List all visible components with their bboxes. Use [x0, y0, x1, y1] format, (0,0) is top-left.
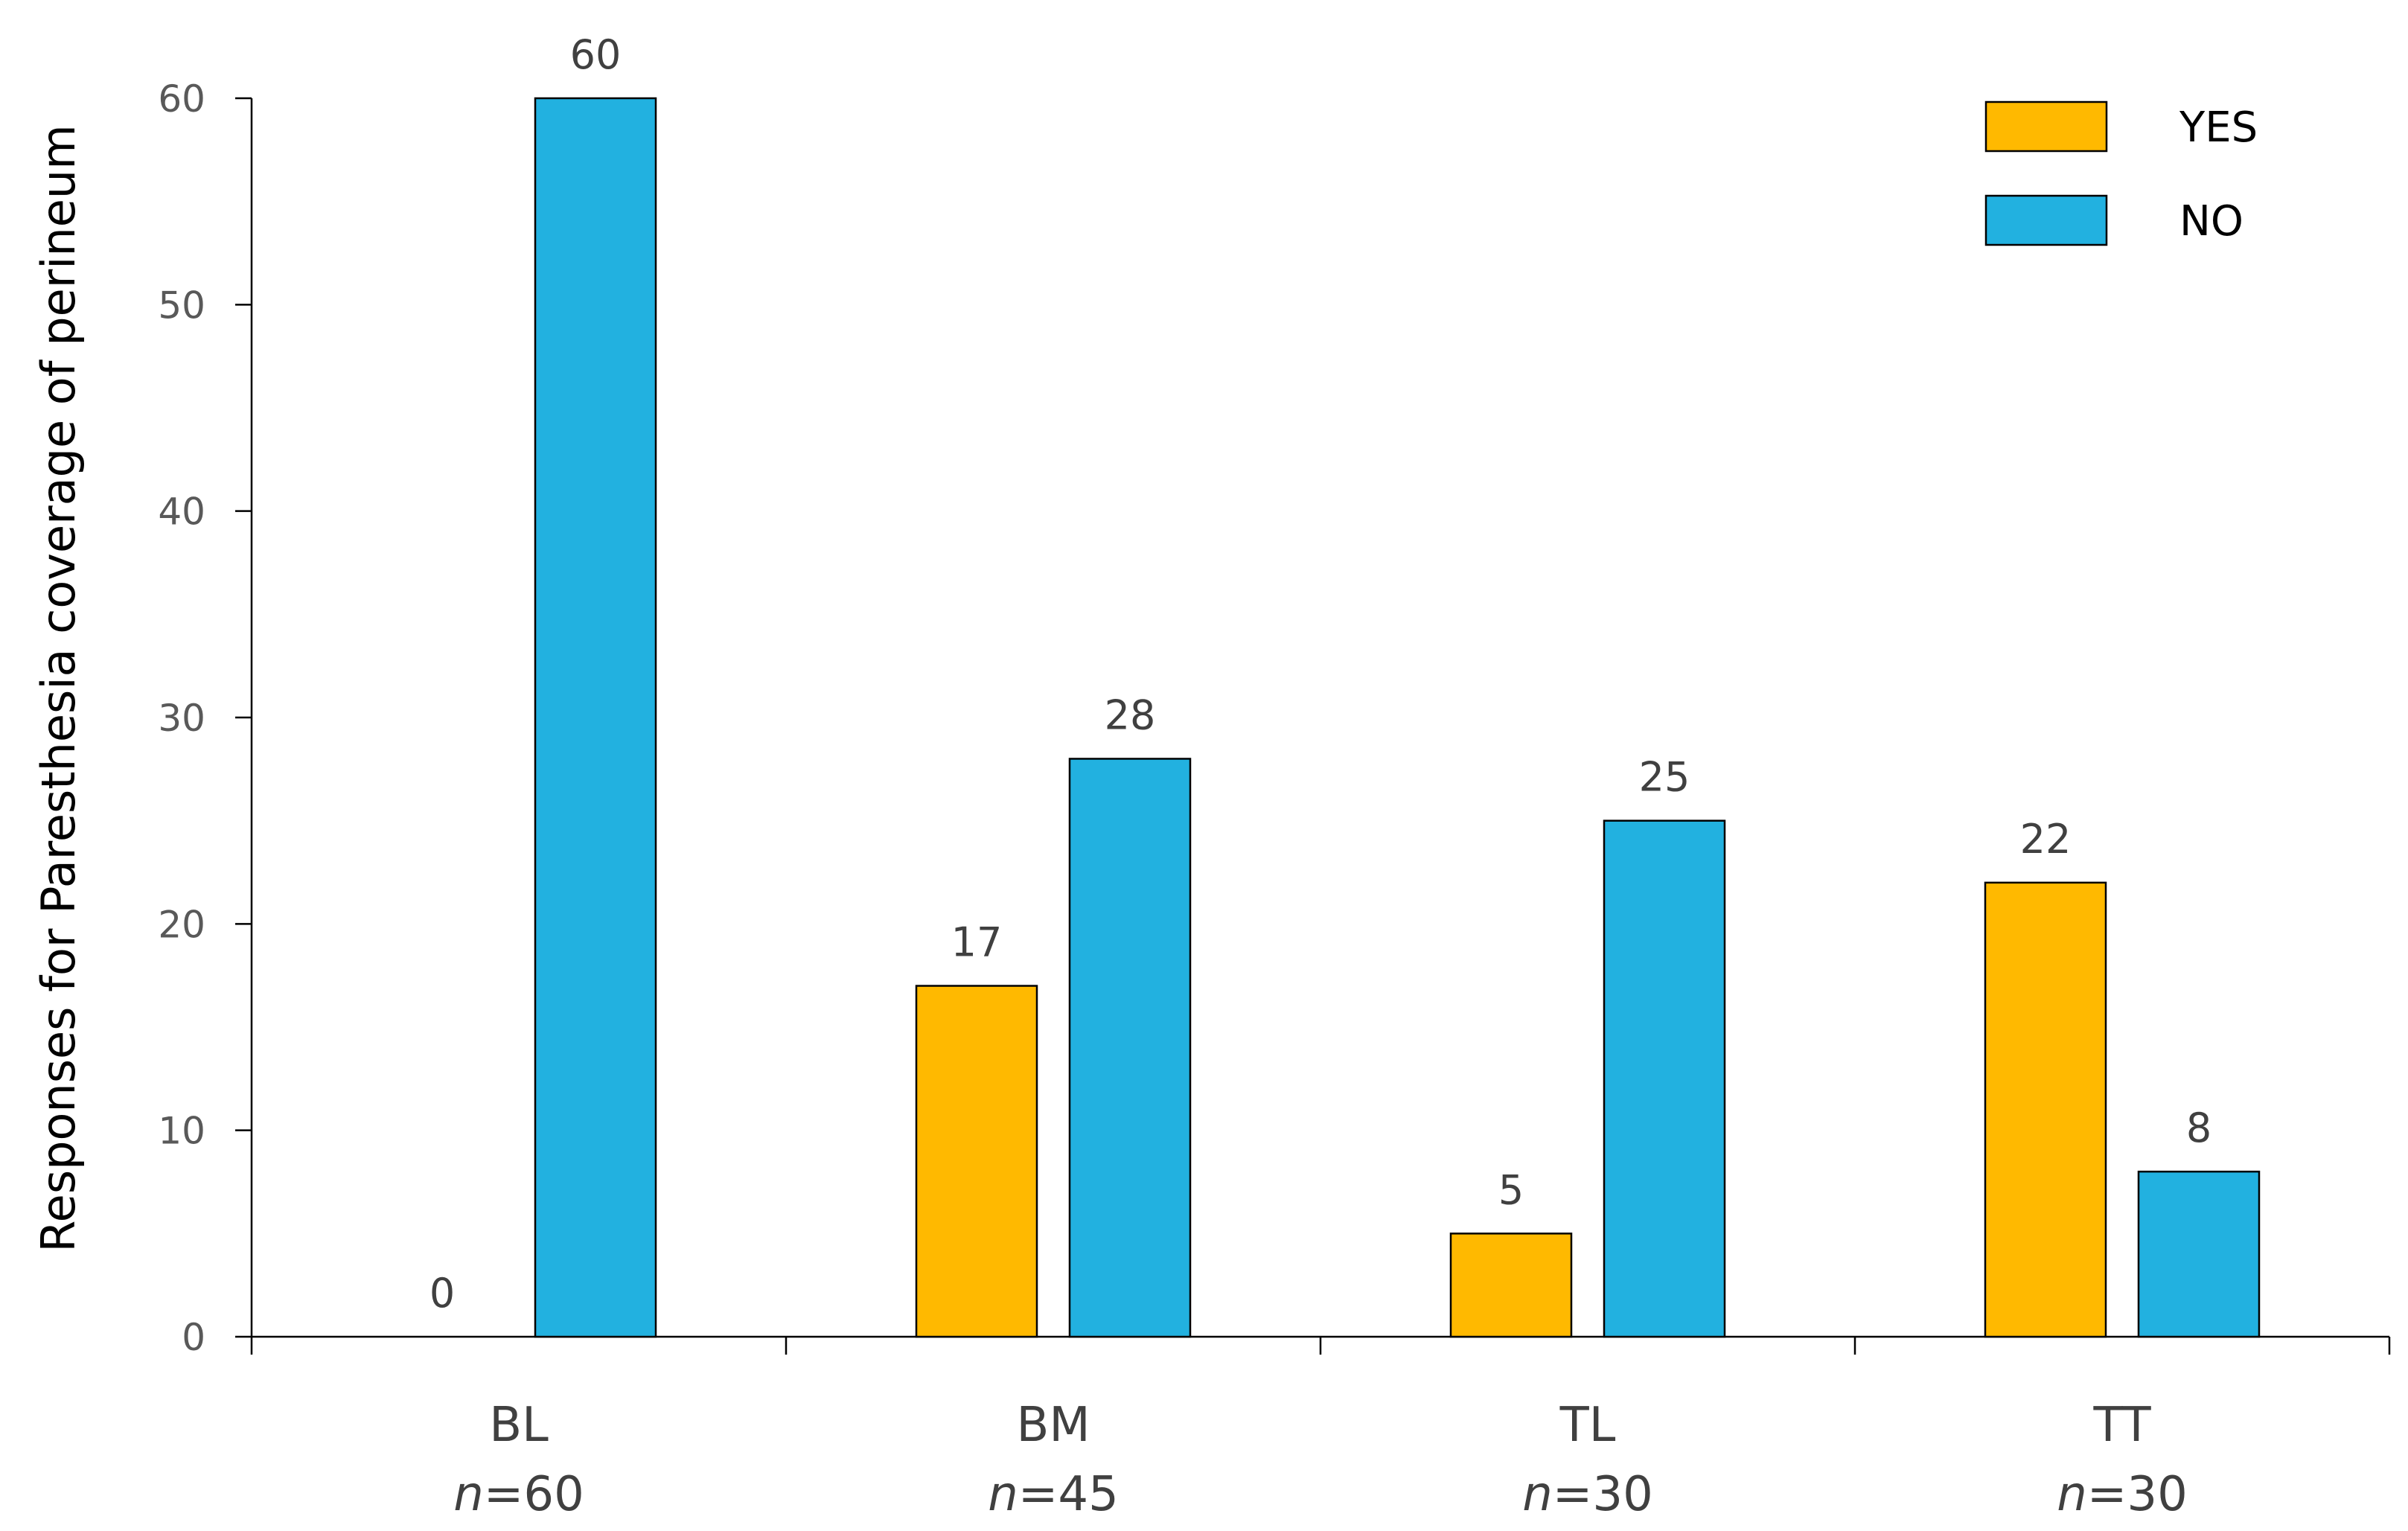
bar-yes-tl	[1449, 1233, 1573, 1338]
x-category-sublabel: n=30	[2057, 1467, 2188, 1522]
bar-no-bm	[1068, 758, 1192, 1338]
legend: YES NO	[1984, 100, 2258, 246]
x-axis: BL n=60 BM n=45 TL n=30 TT n=30	[250, 1335, 2391, 1522]
data-label: 25	[1639, 754, 1690, 801]
x-category-label: BM	[1016, 1398, 1090, 1453]
bar-no-tl	[1603, 819, 1726, 1338]
data-label: 5	[1498, 1166, 1524, 1213]
bars: 0 60 17 28 5 25 22 8	[429, 31, 2261, 1338]
y-tick-label: 30	[158, 697, 205, 740]
y-tick-label: 40	[158, 490, 205, 534]
y-tick-label: 10	[158, 1110, 205, 1153]
x-category-label: BL	[489, 1398, 549, 1453]
data-label: 8	[2186, 1105, 2211, 1151]
legend-label: YES	[2179, 103, 2258, 152]
legend-swatch-yes	[1984, 100, 2108, 153]
data-label: 28	[1105, 691, 1156, 738]
y-tick-label: 20	[158, 903, 205, 946]
y-tick-label: 50	[158, 284, 205, 327]
x-category-label: TL	[1559, 1398, 1616, 1453]
legend-label: NO	[2179, 197, 2243, 246]
bar-yes-tt	[1984, 881, 2107, 1338]
bar-no-tt	[2137, 1170, 2261, 1338]
x-category-sublabel: n=30	[1522, 1467, 1653, 1522]
y-axis: 0 10 20 30 40 50 60	[158, 77, 253, 1359]
legend-swatch-no	[1984, 194, 2108, 246]
x-category-sublabel: n=60	[453, 1467, 584, 1522]
x-category-label: TT	[2092, 1398, 2151, 1453]
data-label: 17	[951, 919, 1003, 966]
data-label: 22	[2020, 816, 2072, 863]
bar-no-bl	[534, 97, 657, 1338]
y-tick-label: 60	[158, 77, 205, 121]
bar-yes-bm	[915, 985, 1038, 1338]
data-label: 0	[429, 1270, 455, 1317]
y-axis-label: Responses for Paresthesia coverage of pe…	[31, 124, 86, 1252]
y-tick-label: 0	[182, 1316, 205, 1359]
x-category-sublabel: n=45	[988, 1467, 1119, 1522]
data-label: 60	[570, 31, 622, 78]
